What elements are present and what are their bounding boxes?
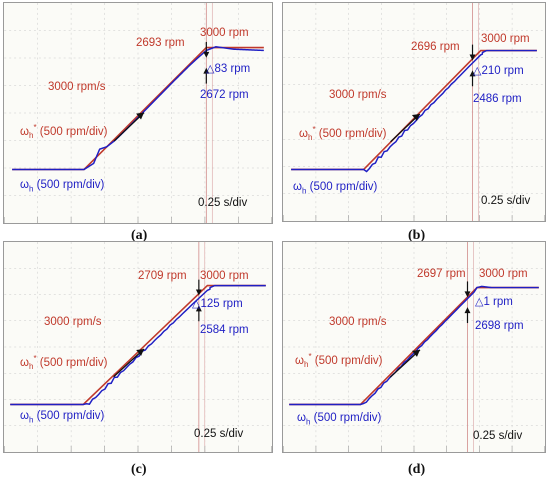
actual-speed-line <box>10 284 266 406</box>
ramp-arrow <box>113 348 145 378</box>
actual-speed-legend: ωh (500 rpm/div) <box>20 410 105 425</box>
caption-b: (b) <box>408 228 426 243</box>
ref-at-cursor-label: 2697 rpm <box>417 268 466 280</box>
delta-arrow-down-head <box>469 54 476 61</box>
ramp-rate-label: 3000 rpm/s <box>329 89 387 101</box>
timebase-label: 0.25 s/div <box>194 428 244 440</box>
chart-panel-d: 2697 rpm 3000 rpm △1 rpm 2698 rpm 3000 r… <box>282 240 548 480</box>
reference-speed-legend: ωh* (500 rpm/div) <box>299 125 387 143</box>
ramp-arrow-head <box>412 349 420 357</box>
delta-arrow-down-head <box>203 51 210 58</box>
chart-panel-b: 2696 rpm 3000 rpm △210 rpm 2486 rpm 3000… <box>282 2 548 252</box>
ramp-rate-label: 3000 rpm/s <box>329 316 387 328</box>
grid <box>4 3 272 223</box>
delta-arrow-up-head <box>464 307 471 314</box>
delta-arrow-up-head <box>469 70 476 77</box>
scope-plot-c <box>4 242 272 452</box>
final-speed-label: 3000 rpm <box>200 27 249 39</box>
final-speed-label: 3000 rpm <box>481 33 530 45</box>
actual-at-cursor-label: 2486 rpm <box>473 93 522 105</box>
delta-symbol: △ <box>473 65 482 77</box>
scope-screen-d: 2697 rpm 3000 rpm △1 rpm 2698 rpm 3000 r… <box>282 241 546 453</box>
delta-label: △83 rpm <box>206 63 251 75</box>
caption-d: (d) <box>408 462 426 477</box>
ramp-arrow <box>113 112 145 142</box>
delta-arrow-up-head <box>195 305 202 312</box>
ref-at-cursor-label: 2696 rpm <box>411 41 460 53</box>
timebase-label: 0.25 s/div <box>473 430 523 442</box>
actual-speed-legend: ωh (500 rpm/div) <box>297 412 382 427</box>
scope-plot-d <box>283 242 545 452</box>
reference-speed-legend: ωh* (500 rpm/div) <box>20 123 108 141</box>
ref-at-cursor-label: 2709 rpm <box>138 270 187 282</box>
caption-a: (a) <box>131 228 148 243</box>
actual-at-cursor-label: 2672 rpm <box>200 89 249 101</box>
final-speed-label: 3000 rpm <box>479 268 528 280</box>
delta-label: △210 rpm <box>473 65 524 77</box>
delta-symbol: △ <box>206 63 215 75</box>
delta-symbol: △ <box>475 296 484 308</box>
delta-symbol: △ <box>192 298 201 310</box>
delta-label: △1 rpm <box>475 296 513 308</box>
ramp-rate-label: 3000 rpm/s <box>44 316 102 328</box>
delta-arrow-down-head <box>195 289 202 296</box>
ramp-arrow-head <box>136 348 145 356</box>
actual-speed-line <box>291 49 537 173</box>
scope-plot-a <box>4 3 272 223</box>
caption-c: (c) <box>131 462 147 477</box>
scope-screen-b: 2696 rpm 3000 rpm △210 rpm 2486 rpm 3000… <box>282 2 546 222</box>
final-speed-label: 3000 rpm <box>200 270 249 282</box>
actual-speed-line <box>12 46 264 171</box>
timebase-label: 0.25 s/div <box>198 197 248 209</box>
ramp-arrow-head <box>136 112 144 120</box>
reference-speed-legend: ωh* (500 rpm/div) <box>20 354 108 372</box>
ramp-arrow-head <box>411 113 420 121</box>
scope-plot-b <box>283 3 545 221</box>
scope-screen-c: 2709 rpm 3000 rpm △125 rpm 2584 rpm 3000… <box>3 241 273 453</box>
actual-speed-legend: ωh (500 rpm/div) <box>20 179 105 194</box>
actual-speed-line <box>289 285 539 406</box>
delta-arrow-down-head <box>464 291 471 298</box>
delta-arrow-up-head <box>203 67 210 74</box>
chart-panel-c: 2709 rpm 3000 rpm △125 rpm 2584 rpm 3000… <box>3 240 275 480</box>
chart-panel-a: 2693 rpm 3000 rpm △83 rpm 2672 rpm 3000 … <box>3 2 275 252</box>
actual-at-cursor-label: 2584 rpm <box>200 324 249 336</box>
actual-at-cursor-label: 2698 rpm <box>475 320 524 332</box>
grid <box>283 3 545 221</box>
actual-speed-legend: ωh (500 rpm/div) <box>293 181 378 196</box>
scope-screen-a: 2693 rpm 3000 rpm △83 rpm 2672 rpm 3000 … <box>3 2 273 224</box>
ref-at-cursor-label: 2693 rpm <box>136 37 185 49</box>
reference-speed-legend: ωh* (500 rpm/div) <box>295 352 383 370</box>
ramp-rate-label: 3000 rpm/s <box>48 81 106 93</box>
timebase-label: 0.25 s/div <box>481 195 531 207</box>
delta-label: △125 rpm <box>192 298 243 310</box>
